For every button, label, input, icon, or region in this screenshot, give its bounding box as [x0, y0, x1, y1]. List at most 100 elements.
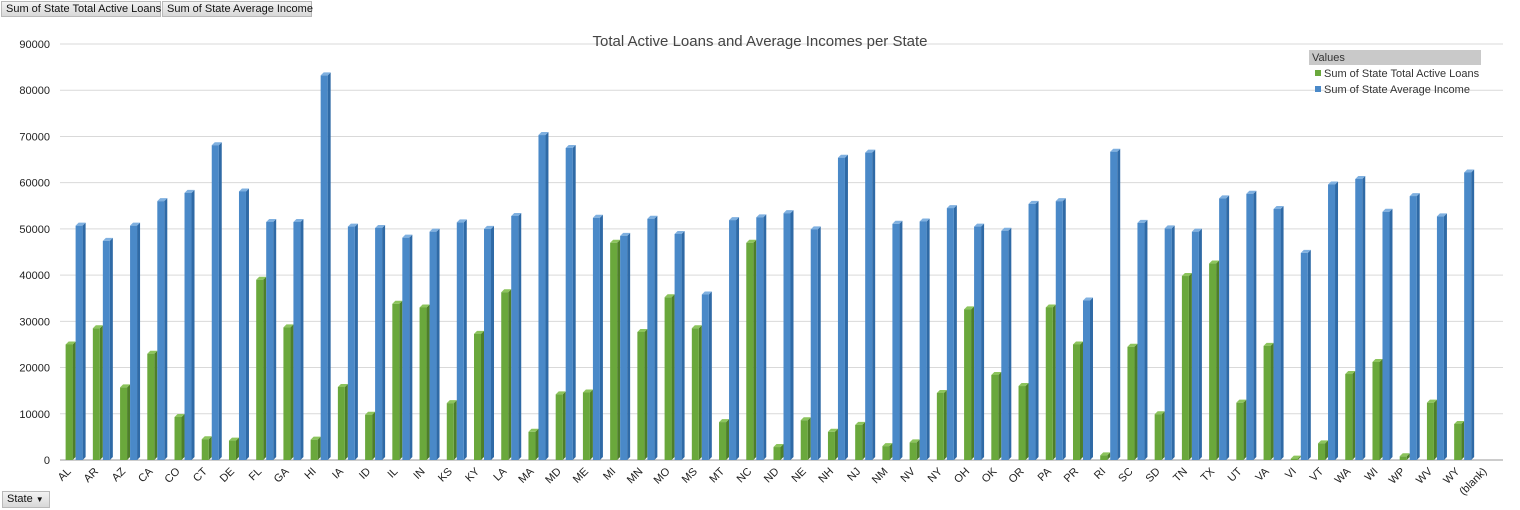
x-tick-label: CT — [191, 465, 210, 484]
bar-average-income — [1409, 193, 1420, 460]
x-tick-label: AL — [56, 466, 74, 484]
x-tick-label: WA — [1333, 465, 1354, 486]
bar-average-income — [1028, 200, 1039, 460]
bar-total-active-loans — [691, 325, 702, 460]
bar-average-income — [293, 218, 304, 460]
bar-total-active-loans — [1045, 304, 1056, 460]
bar-total-active-loans — [1209, 260, 1220, 460]
bar-total-active-loans — [1236, 399, 1247, 460]
bar-average-income — [865, 149, 876, 460]
bar-total-active-loans — [1345, 371, 1356, 460]
bar-average-income — [1355, 175, 1366, 461]
x-tick-label: DE — [218, 466, 237, 485]
x-tick-label: VT — [1308, 465, 1327, 484]
x-tick-label: MO — [652, 465, 673, 486]
x-tick-label: GA — [272, 465, 292, 485]
bar-total-active-loans — [310, 436, 321, 460]
x-tick-label: WV — [1414, 465, 1435, 486]
bar-average-income — [375, 224, 386, 460]
bar-average-income — [565, 145, 576, 460]
bar-average-income — [1328, 181, 1339, 460]
bar-average-income — [1246, 190, 1257, 460]
bar-average-income — [102, 237, 113, 460]
bar-average-income — [266, 218, 277, 460]
bar-average-income — [783, 210, 794, 460]
bar-total-active-loans — [637, 328, 648, 460]
bar-average-income — [1164, 225, 1175, 460]
x-tick-label: KS — [436, 466, 455, 485]
bar-total-active-loans — [800, 417, 811, 460]
bar-average-income — [456, 219, 467, 460]
bar-total-active-loans — [991, 371, 1002, 460]
x-tick-label: NE — [790, 466, 809, 485]
x-tick-label: WP — [1387, 466, 1408, 487]
bar-average-income — [347, 223, 358, 460]
bar-average-income — [1436, 213, 1447, 460]
bar-average-income — [75, 222, 86, 460]
bar-average-income — [1110, 148, 1121, 460]
bar-total-active-loans — [1399, 453, 1410, 460]
bar-total-active-loans — [1263, 342, 1274, 460]
bar-total-active-loans — [909, 439, 920, 460]
state-filter-button[interactable]: State ▼ — [2, 491, 50, 508]
x-tick-label: AZ — [110, 465, 129, 484]
bar-total-active-loans — [746, 239, 757, 460]
x-tick-label: IA — [330, 465, 346, 481]
bar-total-active-loans — [936, 389, 947, 460]
bar-total-active-loans — [419, 304, 430, 460]
bar-average-income — [892, 220, 903, 460]
x-tick-label: RI — [1092, 466, 1108, 482]
bar-average-income — [511, 212, 522, 460]
x-tick-label: OH — [952, 466, 972, 486]
bar-total-active-loans — [337, 383, 348, 460]
x-tick-label: TN — [1171, 466, 1190, 485]
y-tick-label: 40000 — [19, 270, 50, 282]
bar-total-active-loans — [1127, 343, 1138, 460]
bar-total-active-loans — [392, 300, 403, 460]
x-tick-label: NH — [816, 466, 836, 486]
x-tick-label: KY — [463, 465, 482, 484]
y-tick-label: 10000 — [19, 409, 50, 421]
bar-total-active-loans — [1181, 273, 1192, 460]
x-tick-label: ND — [762, 466, 782, 486]
bar-average-income — [837, 154, 848, 460]
bar-average-income — [538, 132, 549, 460]
bar-average-income — [1137, 219, 1148, 460]
bar-average-income — [429, 228, 440, 460]
x-tick-label: HI — [303, 466, 319, 482]
bar-total-active-loans — [174, 414, 185, 460]
bar-total-active-loans — [1154, 411, 1165, 460]
x-tick-label: SC — [1116, 466, 1135, 485]
x-tick-label: LA — [491, 465, 509, 483]
x-tick-label: CO — [162, 465, 182, 485]
x-tick-label: PA — [1036, 465, 1055, 484]
bar-average-income — [919, 218, 930, 460]
bar-total-active-loans — [92, 325, 103, 460]
bar-average-income — [701, 291, 712, 460]
y-tick-label: 0 — [44, 455, 50, 467]
bar-total-active-loans — [582, 389, 593, 460]
legend-header-bg — [1309, 50, 1481, 65]
x-tick-label: MT — [707, 465, 727, 485]
bar-average-income — [1382, 208, 1393, 460]
bar-total-active-loans — [446, 400, 457, 460]
bar-average-income — [211, 142, 222, 460]
x-tick-label: MS — [680, 466, 700, 486]
y-tick-label: 50000 — [19, 224, 50, 236]
field-button-average-income[interactable]: Sum of State Average Income — [162, 1, 313, 17]
bar-total-active-loans — [855, 421, 866, 460]
x-tick-label: IL — [385, 466, 400, 481]
legend-header: Values — [1312, 52, 1345, 64]
x-tick-label: NY — [926, 465, 946, 485]
bars — [65, 72, 1475, 461]
bar-average-income — [157, 198, 168, 460]
field-button-total-active-loans[interactable]: Sum of State Total Active Loans — [1, 1, 161, 17]
bar-average-income — [1001, 227, 1012, 460]
x-tick-label: WY — [1441, 465, 1462, 486]
x-tick-label: TX — [1199, 465, 1218, 484]
bar-average-income — [810, 226, 821, 460]
legend-label-income: Sum of State Average Income — [1324, 84, 1470, 96]
bar-average-income — [320, 72, 331, 460]
bar-average-income — [184, 189, 195, 460]
y-tick-label: 70000 — [19, 131, 50, 143]
